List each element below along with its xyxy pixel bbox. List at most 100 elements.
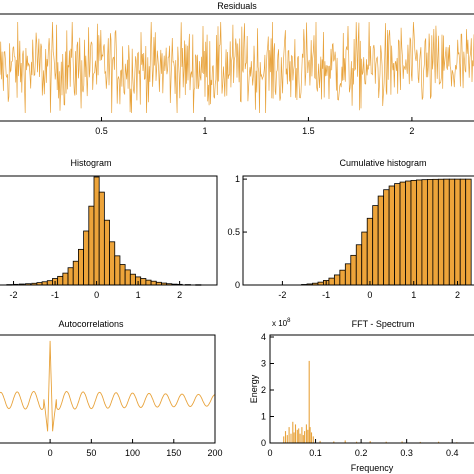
histogram-bar xyxy=(78,248,85,286)
fft-x-tick-label: 0 xyxy=(267,448,272,458)
cumulative-x-tick-label: -2 xyxy=(278,290,286,300)
cumulative-bar xyxy=(443,178,450,286)
autocorr-x-tick-label: 150 xyxy=(166,448,181,458)
cumulative-bar xyxy=(421,179,428,286)
histogram-bar xyxy=(57,275,64,286)
cumulative-x-tick-label: 0 xyxy=(367,290,372,300)
autocorr-x-tick-label: 0 xyxy=(48,448,53,458)
cumulative-bar xyxy=(372,205,379,286)
fft-xlabel: Frequency xyxy=(351,463,394,473)
histogram-bar xyxy=(46,280,53,286)
cumulative-ticks: -2 -1 0 1 2 0 0.5 1 xyxy=(227,174,460,300)
histogram-bar xyxy=(124,269,131,286)
cumulative-bar xyxy=(388,185,395,286)
autocorr-series-line xyxy=(0,340,216,432)
histogram-bar xyxy=(129,273,136,286)
cumulative-axes-frame xyxy=(242,175,474,286)
residuals-series-line xyxy=(0,21,474,114)
cumulative-bar xyxy=(437,178,445,286)
residuals-x-ticks: 0.5 1 1.5 2 xyxy=(95,117,414,136)
residuals-x-tick-label: 2 xyxy=(409,126,414,136)
cumulative-bar xyxy=(366,217,374,286)
panel-residuals: Residuals 0.5 1 1.5 2 xyxy=(0,1,474,136)
histogram-bar xyxy=(119,264,126,286)
autocorr-plot-area xyxy=(0,340,216,432)
fft-y-tick-label: 1 xyxy=(261,412,266,422)
cumulative-bar xyxy=(355,244,363,286)
panel-histogram: Histogram -2 -1 0 1 2 xyxy=(0,158,218,300)
histogram-bar xyxy=(109,241,116,286)
fft-y-tick-label: 0 xyxy=(261,438,266,448)
histogram-bar xyxy=(93,176,100,286)
autocorr-axes-frame xyxy=(0,334,216,444)
fft-y-tick-label: 4 xyxy=(261,332,266,342)
residuals-title: Residuals xyxy=(217,1,257,11)
cumulative-bar xyxy=(333,274,341,286)
histogram-bar xyxy=(83,230,90,286)
cumulative-x-tick-label: -1 xyxy=(322,290,330,300)
fft-y-tick-label: 2 xyxy=(261,385,266,395)
cumulative-bar xyxy=(377,195,385,286)
cumulative-bar xyxy=(410,179,417,286)
fft-x-tick-label: 0.4 xyxy=(446,448,459,458)
histogram-x-tick-label: 2 xyxy=(177,290,182,300)
cumulative-y-tick-label: 0.5 xyxy=(227,227,240,237)
histogram-bar xyxy=(145,279,152,286)
panel-autocorrelations: Autocorrelations 0 50 100 150 200 xyxy=(0,319,223,458)
residuals-x-tick-label: 0.5 xyxy=(95,126,108,136)
histogram-bar xyxy=(98,191,105,286)
histogram-bar xyxy=(67,267,74,286)
fft-exponent-power: 8 xyxy=(287,318,291,324)
fft-x-tick-label: 0.1 xyxy=(309,448,322,458)
residuals-plot-area xyxy=(0,21,474,114)
histogram-title: Histogram xyxy=(70,158,111,168)
cumulative-bar xyxy=(459,178,467,286)
cumulative-bar xyxy=(399,181,406,286)
fft-axes-frame xyxy=(269,334,474,444)
cumulative-title: Cumulative histogram xyxy=(339,158,426,168)
fft-x-tick-label: 0.2 xyxy=(355,448,368,458)
cumulative-x-tick-label: 1 xyxy=(411,290,416,300)
histogram-bar xyxy=(72,260,79,286)
cumulative-bar xyxy=(432,178,439,286)
cumulative-y-tick-label: 1 xyxy=(235,174,240,184)
histogram-bar xyxy=(62,272,69,286)
cumulative-bar xyxy=(344,263,352,286)
cumulative-bar xyxy=(448,178,456,286)
histogram-bar xyxy=(150,280,157,286)
fft-exponent-base: x 108 xyxy=(272,318,291,328)
histogram-axes-frame xyxy=(0,175,218,286)
fft-title: FFT - Spectrum xyxy=(352,319,415,329)
histogram-x-ticks: -2 -1 0 1 2 xyxy=(10,281,182,300)
cumulative-bar xyxy=(454,178,461,286)
cumulative-x-tick-label: 2 xyxy=(455,290,460,300)
fft-plot-area xyxy=(283,360,458,443)
cumulative-bar xyxy=(350,254,357,286)
cumulative-bar xyxy=(405,180,412,286)
cumulative-bar xyxy=(465,178,472,286)
fft-x-tick-label: 0.3 xyxy=(400,448,413,458)
cumulative-bar xyxy=(339,269,346,286)
histogram-bar xyxy=(88,205,95,286)
cumulative-bar xyxy=(328,277,335,286)
autocorr-x-tick-label: 50 xyxy=(86,448,96,458)
histogram-bar xyxy=(114,255,121,286)
histogram-x-tick-label: 0 xyxy=(94,290,99,300)
cumulative-bars xyxy=(301,178,472,286)
cumulative-bar xyxy=(361,231,368,286)
fft-ticks: 0 0.1 0.2 0.3 0.4 0 1 2 3 4 xyxy=(261,332,458,458)
cumulative-bar xyxy=(426,179,434,286)
histogram-bar xyxy=(103,219,110,286)
cumulative-bar xyxy=(394,183,401,286)
histogram-x-tick-label: -2 xyxy=(10,290,18,300)
histogram-bars xyxy=(6,176,202,286)
autocorr-x-tick-label: 200 xyxy=(207,448,222,458)
autocorr-x-tick-label: 100 xyxy=(125,448,140,458)
cumulative-bar xyxy=(383,189,390,286)
cumulative-bar xyxy=(416,179,423,286)
histogram-x-tick-label: 1 xyxy=(136,290,141,300)
autocorr-title: Autocorrelations xyxy=(58,319,124,329)
autocorr-x-ticks: 0 50 100 150 200 xyxy=(48,439,223,458)
